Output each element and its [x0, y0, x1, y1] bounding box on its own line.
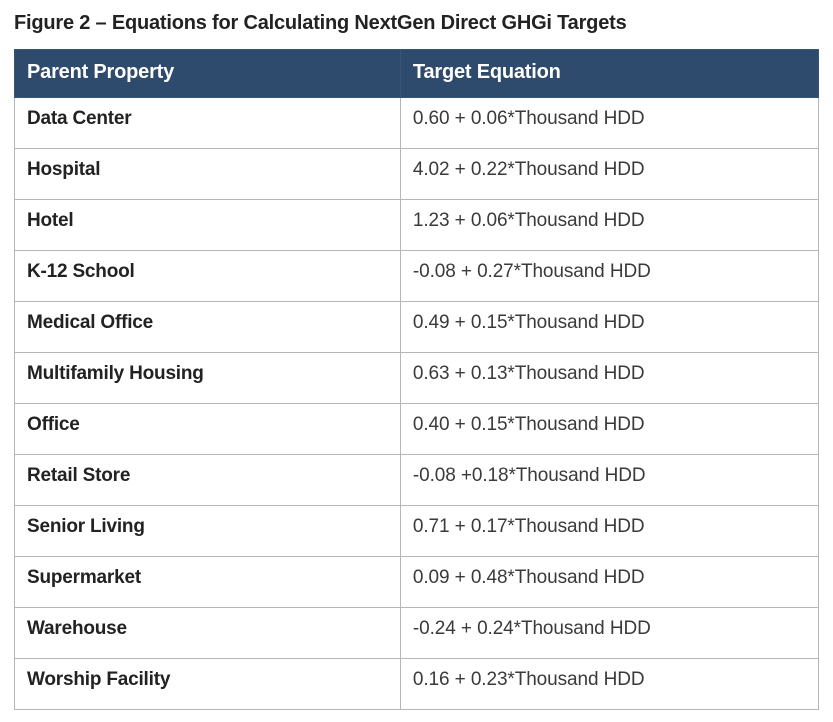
cell-equation: -0.24 + 0.24*Thousand HDD	[400, 608, 818, 659]
cell-equation: 0.60 + 0.06*Thousand HDD	[400, 98, 818, 149]
cell-equation: 0.63 + 0.13*Thousand HDD	[400, 353, 818, 404]
table-row: Worship Facility 0.16 + 0.23*Thousand HD…	[15, 659, 819, 710]
cell-property: Office	[15, 404, 401, 455]
table-row: Office 0.40 + 0.15*Thousand HDD	[15, 404, 819, 455]
cell-equation: 0.16 + 0.23*Thousand HDD	[400, 659, 818, 710]
table-row: Medical Office 0.49 + 0.15*Thousand HDD	[15, 302, 819, 353]
cell-equation: 0.40 + 0.15*Thousand HDD	[400, 404, 818, 455]
cell-property: Senior Living	[15, 506, 401, 557]
cell-property: Data Center	[15, 98, 401, 149]
table-row: Data Center 0.60 + 0.06*Thousand HDD	[15, 98, 819, 149]
cell-equation: -0.08 + 0.27*Thousand HDD	[400, 251, 818, 302]
cell-equation: 0.49 + 0.15*Thousand HDD	[400, 302, 818, 353]
column-header-property: Parent Property	[15, 50, 401, 98]
cell-property: Hospital	[15, 149, 401, 200]
table-row: Multifamily Housing 0.63 + 0.13*Thousand…	[15, 353, 819, 404]
cell-property: Supermarket	[15, 557, 401, 608]
cell-property: K-12 School	[15, 251, 401, 302]
cell-equation: 0.71 + 0.17*Thousand HDD	[400, 506, 818, 557]
table-row: K-12 School -0.08 + 0.27*Thousand HDD	[15, 251, 819, 302]
table-row: Retail Store -0.08 +0.18*Thousand HDD	[15, 455, 819, 506]
table-body: Data Center 0.60 + 0.06*Thousand HDD Hos…	[15, 98, 819, 710]
cell-property: Warehouse	[15, 608, 401, 659]
equations-table: Parent Property Target Equation Data Cen…	[14, 49, 819, 710]
cell-property: Medical Office	[15, 302, 401, 353]
cell-property: Worship Facility	[15, 659, 401, 710]
cell-property: Hotel	[15, 200, 401, 251]
table-row: Warehouse -0.24 + 0.24*Thousand HDD	[15, 608, 819, 659]
cell-property: Retail Store	[15, 455, 401, 506]
column-header-equation: Target Equation	[400, 50, 818, 98]
cell-equation: -0.08 +0.18*Thousand HDD	[400, 455, 818, 506]
table-row: Hospital 4.02 + 0.22*Thousand HDD	[15, 149, 819, 200]
cell-property: Multifamily Housing	[15, 353, 401, 404]
table-row: Hotel 1.23 + 0.06*Thousand HDD	[15, 200, 819, 251]
table-header-row: Parent Property Target Equation	[15, 50, 819, 98]
figure-title: Figure 2 – Equations for Calculating Nex…	[14, 12, 819, 35]
cell-equation: 1.23 + 0.06*Thousand HDD	[400, 200, 818, 251]
table-row: Senior Living 0.71 + 0.17*Thousand HDD	[15, 506, 819, 557]
table-row: Supermarket 0.09 + 0.48*Thousand HDD	[15, 557, 819, 608]
cell-equation: 4.02 + 0.22*Thousand HDD	[400, 149, 818, 200]
cell-equation: 0.09 + 0.48*Thousand HDD	[400, 557, 818, 608]
